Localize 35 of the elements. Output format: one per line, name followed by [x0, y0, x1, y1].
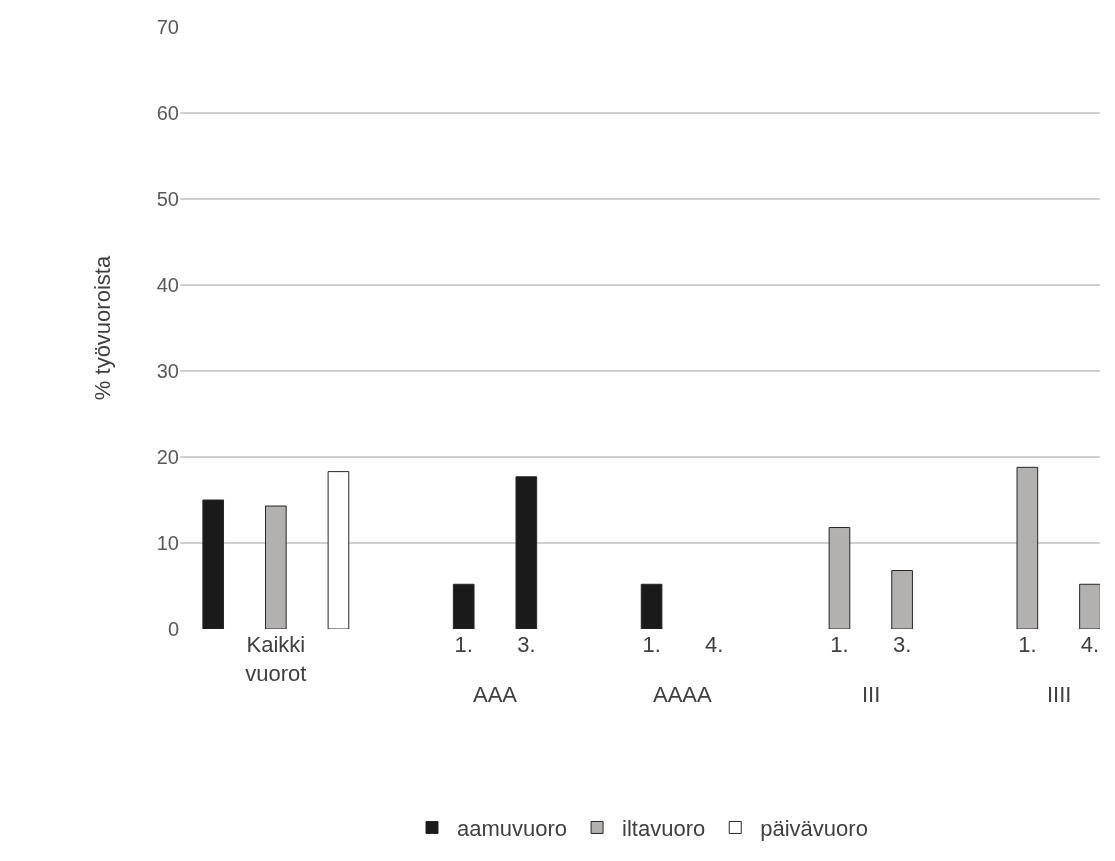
- x-tick-label: Kaikki vuorot: [245, 632, 307, 686]
- bar: [264, 505, 287, 629]
- y-tick-label: 10: [156, 532, 179, 554]
- x-tick-label: 3.: [892, 632, 912, 657]
- y-tick-label: 60: [156, 102, 179, 124]
- x-tick-label: 3.: [517, 632, 536, 657]
- x-tick-label: 4.: [1080, 632, 1100, 657]
- bar: [202, 499, 225, 629]
- text: AAA: [473, 682, 518, 707]
- y-tick-label: 50: [156, 188, 179, 210]
- x-tick-label: 1.: [830, 632, 849, 657]
- text: III: [862, 682, 881, 707]
- bar: [828, 527, 851, 629]
- legend-label: aamuvuoro: [457, 816, 568, 842]
- bar: [327, 471, 350, 629]
- x-tick-label: 4.: [705, 632, 724, 657]
- x-tick-label: 1.: [642, 632, 661, 657]
- bar: [891, 570, 913, 629]
- legend-label: iltavuoro: [622, 816, 706, 842]
- y-axis-title: % työvuoroista: [89, 255, 115, 401]
- text: AAAA: [653, 682, 713, 707]
- bar: [452, 583, 475, 629]
- bar: [515, 476, 538, 629]
- text: IIII: [1047, 682, 1072, 707]
- y-tick-label: 40: [156, 274, 179, 296]
- y-tick-label: 20: [156, 446, 179, 468]
- y-tick-label: 70: [156, 16, 179, 38]
- bar: [640, 583, 663, 629]
- legend-label: päivävuoro: [760, 816, 868, 842]
- x-tick-label: 1.: [1018, 632, 1037, 657]
- x-tick-label: 1.: [454, 632, 473, 657]
- bar: [1079, 583, 1100, 629]
- bar: [1016, 466, 1039, 629]
- y-tick-label: 0: [167, 618, 179, 640]
- y-tick-label: 30: [156, 360, 179, 382]
